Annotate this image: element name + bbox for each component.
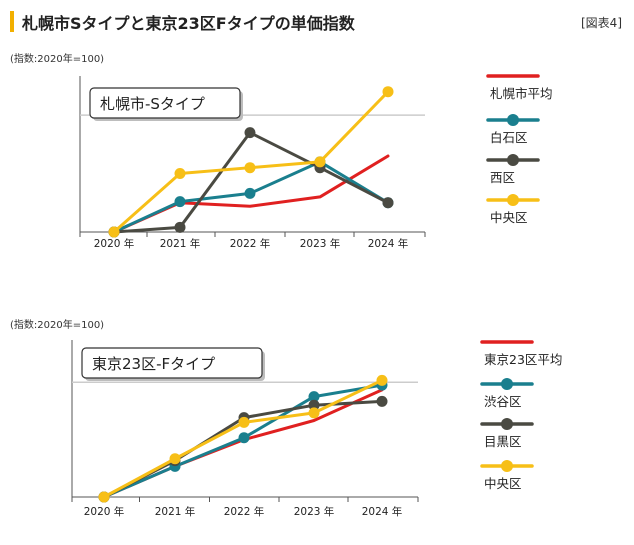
- sapporo-series-3-point-2: [244, 162, 256, 174]
- tokyo-title-box: [81, 347, 263, 379]
- tokyo-series-2-point-3: [308, 399, 320, 411]
- title-accent-bar: [10, 11, 14, 32]
- sapporo-x-tick-label-3: 2023 年: [300, 237, 341, 250]
- sapporo-series-3-point-4: [382, 86, 394, 98]
- sapporo-index-note: (指数:2020年=100): [10, 52, 104, 65]
- tokyo-legend-marker-3: [501, 460, 513, 472]
- tokyo-series-1-point-2: [238, 432, 250, 444]
- chart-sapporo: (指数:2020年=100) 2020 年 2021 年 2022 年 2023 年 20…: [10, 52, 553, 250]
- tokyo-legend-marker-2: [501, 418, 513, 430]
- tokyo-series-line-0: [102, 388, 384, 499]
- sapporo-series-2-point-2: [244, 127, 256, 139]
- sapporo-series-3-point-1: [174, 168, 186, 180]
- tokyo-series-3-point-4: [376, 374, 388, 386]
- sapporo-series-1-point-2: [244, 187, 256, 199]
- tokyo-series-3-point-0: [98, 491, 110, 503]
- tokyo-chart-title: 東京23区-Fタイプ: [92, 355, 215, 373]
- sapporo-series-line-2: [112, 131, 390, 234]
- figure-label: [図表4]: [581, 16, 622, 30]
- tokyo-series-1-point-3: [308, 391, 320, 403]
- tokyo-series-3-point-3: [308, 407, 320, 419]
- sapporo-series-3-point-3: [314, 156, 326, 168]
- tokyo-x-tick-label-1: 2021 年: [155, 505, 196, 518]
- header: 札幌市Sタイプと東京23区Fタイプの単価指数 [図表4]: [0, 0, 634, 40]
- sapporo-chart-title: 札幌市-Sタイプ: [100, 95, 205, 113]
- sapporo-legend-label-2: 西区: [490, 170, 515, 185]
- sapporo-series-2-point-4: [382, 197, 394, 209]
- sapporo-series-3-point-0: [108, 226, 120, 238]
- sapporo-legend-marker-1: [507, 114, 519, 126]
- sapporo-legend-marker-3: [507, 194, 519, 206]
- tokyo-x-tick-label-2: 2022 年: [224, 505, 265, 518]
- tokyo-series-2-point-4: [376, 395, 388, 407]
- tokyo-legend-label-2: 目黒区: [484, 434, 522, 449]
- tokyo-legend-label-3: 中央区: [484, 476, 522, 491]
- tokyo-series-3-point-1: [169, 453, 181, 465]
- tokyo-legend-label-0: 東京23区平均: [484, 352, 562, 367]
- sapporo-legend-label-3: 中央区: [490, 210, 528, 225]
- sapporo-x-tick-label-0: 2020 年: [94, 237, 135, 250]
- tokyo-x-tick-label-0: 2020 年: [84, 505, 125, 518]
- sapporo-x-tick-label-1: 2021 年: [160, 237, 201, 250]
- sapporo-x-tick-label-4: 2024 年: [368, 237, 409, 250]
- tokyo-series-3-point-2: [238, 416, 250, 428]
- tokyo-x-tick-label-3: 2023 年: [294, 505, 335, 518]
- sapporo-title-box: [89, 87, 241, 119]
- sapporo-legend-marker-2: [507, 154, 519, 166]
- sapporo-legend-label-1: 白石区: [490, 130, 528, 145]
- sapporo-series-1-point-1: [174, 196, 186, 208]
- tokyo-index-note: (指数:2020年=100): [10, 318, 104, 331]
- tokyo-x-tick-label-4: 2024 年: [362, 505, 403, 518]
- tokyo-legend-marker-1: [501, 378, 513, 390]
- sapporo-series-2-point-1: [174, 221, 186, 233]
- tokyo-legend-label-1: 渋谷区: [484, 394, 522, 409]
- sapporo-x-tick-label-2: 2022 年: [230, 237, 271, 250]
- sapporo-legend-label-0: 札幌市平均: [490, 86, 553, 101]
- page-title: 札幌市Sタイプと東京23区Fタイプの単価指数: [22, 14, 355, 33]
- chart-tokyo: (指数:2020年=100) 2020 年 2021 年 2022 年 2023 年 20…: [10, 318, 562, 518]
